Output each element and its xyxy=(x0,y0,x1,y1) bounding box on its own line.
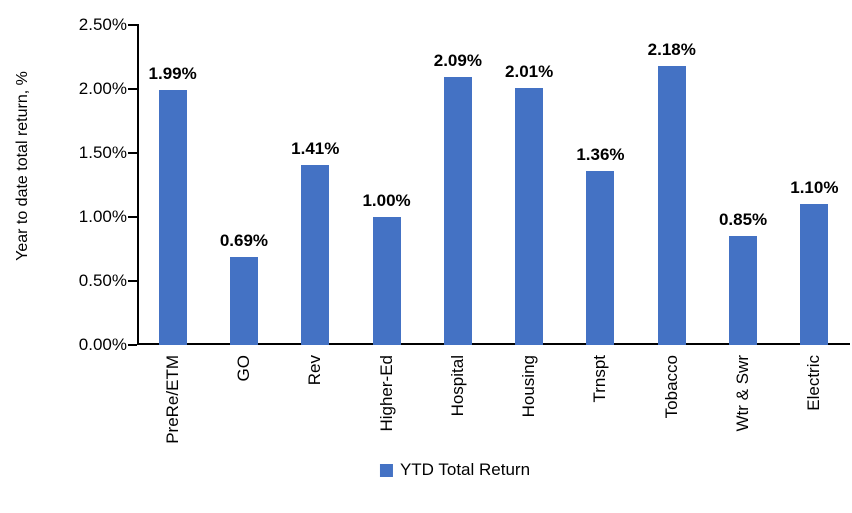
bar-value-label: 0.69% xyxy=(219,230,269,250)
y-tick-mark xyxy=(128,88,137,90)
y-tick-mark xyxy=(128,24,137,26)
x-axis-label: GO xyxy=(233,355,253,382)
y-tick-mark xyxy=(128,344,137,346)
bar xyxy=(657,65,686,345)
bar-value-label: 1.00% xyxy=(362,191,411,210)
bar xyxy=(229,256,258,345)
y-tick-label: 2.50% xyxy=(78,15,127,34)
y-tick-label: 1.50% xyxy=(78,143,127,162)
y-tick-label: 0.00% xyxy=(78,335,127,354)
x-axis-label: Wtr & Swr xyxy=(733,355,753,432)
legend-label: YTD Total Return xyxy=(399,460,531,479)
x-axis-label: Hospital xyxy=(447,355,467,417)
y-tick-label: 1.00% xyxy=(78,207,127,226)
y-tick-label: 2.00% xyxy=(78,79,127,98)
bar xyxy=(158,90,187,345)
y-tick-mark xyxy=(128,152,137,154)
bar xyxy=(443,77,472,345)
bar-value-label: 1.99% xyxy=(148,64,197,84)
bar-value-label: 2.18% xyxy=(647,39,696,59)
x-axis-label: Tobacco xyxy=(661,355,681,419)
bar-value-label: 1.10% xyxy=(790,178,839,198)
bar-value-label: 1.41% xyxy=(291,138,340,158)
bar-value-label: 2.01% xyxy=(505,61,554,81)
bar xyxy=(586,170,615,345)
bar-value-label: 1.36% xyxy=(576,144,625,164)
bar-value-label: 0.85% xyxy=(718,210,768,230)
x-axis-label: Trnspt xyxy=(590,355,610,403)
bar xyxy=(800,204,829,345)
bar-value-label: 2.09% xyxy=(433,51,482,71)
x-axis-label: PreRe/ETM xyxy=(162,355,182,444)
y-tick-mark xyxy=(128,280,137,282)
bar xyxy=(515,87,544,345)
bar xyxy=(729,236,758,345)
plot-area xyxy=(137,24,850,345)
x-axis-label: Higher-Ed xyxy=(376,355,396,432)
y-tick-mark xyxy=(128,216,137,218)
legend-swatch-icon xyxy=(379,463,393,477)
x-axis-label: Electric xyxy=(804,355,824,411)
x-axis-label: Housing xyxy=(519,355,539,418)
legend: YTD Total Return xyxy=(379,460,531,480)
y-tick-label: 0.50% xyxy=(78,271,127,290)
x-axis-label: Rev xyxy=(305,355,325,386)
bar xyxy=(301,164,330,345)
bar xyxy=(372,217,401,345)
